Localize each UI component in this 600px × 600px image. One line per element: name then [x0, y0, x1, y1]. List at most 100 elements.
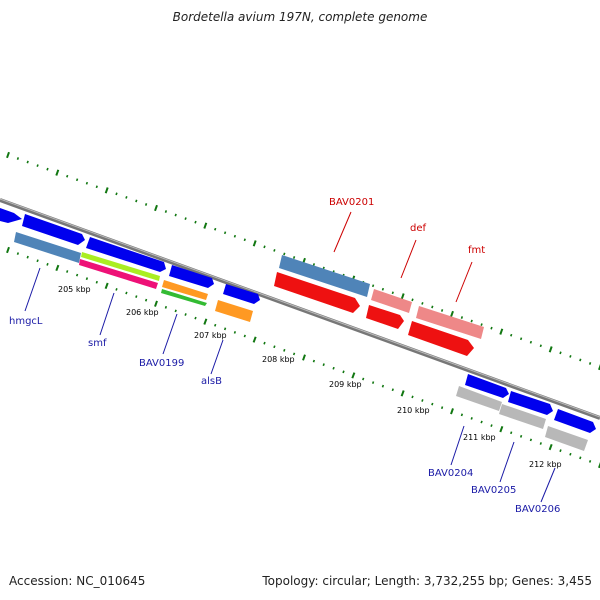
minor-tick [490, 326, 493, 330]
minor-tick [174, 213, 177, 217]
minor-tick [36, 259, 39, 263]
gene-label-bav0199[interactable]: BAV0199 [139, 358, 184, 369]
minor-tick [174, 309, 177, 313]
tick-label-212: 212 kbp [529, 460, 562, 469]
minor-tick [75, 273, 79, 277]
tick-label-207: 207 kbp [194, 331, 227, 340]
major-tick [6, 151, 10, 159]
minor-tick [371, 381, 375, 384]
minor-tick [125, 291, 128, 295]
major-tick [154, 300, 158, 307]
tick-label-205: 205 kbp [58, 285, 91, 294]
minor-tick [470, 319, 473, 323]
minor-tick [510, 333, 513, 337]
minor-tick [460, 316, 464, 319]
gene-feature[interactable] [86, 237, 166, 272]
minor-tick [194, 220, 197, 224]
minor-tick [391, 388, 394, 392]
tick-label-211: 211 kbp [463, 433, 496, 442]
gene-feature[interactable] [274, 272, 360, 313]
minor-tick [233, 331, 237, 334]
gene-feature[interactable] [14, 232, 81, 263]
tick-label-210: 210 kbp [397, 406, 430, 415]
minor-tick [95, 280, 98, 284]
gene-feature[interactable] [371, 289, 412, 313]
minor-tick [214, 227, 217, 231]
minor-tick [421, 302, 424, 305]
gene-feature[interactable] [408, 321, 474, 356]
minor-tick [16, 252, 20, 255]
gene-label-alsb[interactable]: alsB [201, 376, 222, 387]
minor-tick [66, 270, 69, 273]
feature-track [0, 208, 596, 451]
major-tick [598, 462, 600, 469]
minor-tick [559, 449, 562, 453]
gene-feature[interactable] [279, 255, 370, 297]
gene-label-def[interactable]: def [410, 223, 427, 234]
minor-tick [559, 351, 562, 355]
gene-label-bav0206[interactable]: BAV0206 [515, 504, 560, 515]
major-tick [450, 310, 454, 318]
backbone-highlight [0, 198, 600, 418]
gene-feature[interactable] [545, 426, 588, 451]
gene-feature[interactable] [81, 252, 160, 281]
major-tick [203, 318, 208, 325]
major-tick [302, 354, 306, 361]
major-tick [252, 336, 257, 343]
gene-feature[interactable] [0, 208, 22, 223]
inner-dotted-ring [6, 246, 600, 469]
minor-tick [16, 157, 20, 160]
gene-feature[interactable] [169, 265, 214, 288]
gene-feature[interactable] [79, 259, 158, 289]
minor-tick [411, 395, 414, 399]
gene-feature[interactable] [508, 391, 553, 415]
gene-feature[interactable] [416, 306, 484, 339]
gene-label-hmgcl[interactable]: hmgcL [9, 316, 43, 327]
gene-feature[interactable] [162, 280, 208, 300]
minor-tick [381, 384, 385, 388]
minor-tick [243, 334, 246, 338]
minor-tick [194, 316, 197, 320]
gene-label-fmt[interactable]: fmt [468, 245, 485, 256]
gene-label-smf[interactable]: smf [88, 338, 107, 349]
minor-tick [579, 358, 582, 362]
gene-feature[interactable] [223, 284, 260, 304]
gene-feature[interactable] [215, 300, 253, 322]
tick-label-208: 208 kbp [262, 355, 295, 364]
minor-tick [233, 234, 237, 238]
genome-summary-text: Topology: circular; Length: 3,732,255 bp… [262, 574, 592, 588]
gene-feature[interactable] [499, 404, 546, 429]
gene-feature[interactable] [161, 289, 207, 306]
minor-tick [36, 164, 39, 167]
minor-tick [283, 348, 286, 352]
minor-tick [569, 452, 572, 456]
minor-tick [223, 231, 227, 235]
minor-tick [75, 178, 79, 182]
minor-tick [66, 174, 69, 178]
minor-tick [539, 442, 542, 445]
minor-tick [263, 245, 266, 249]
major-tick [499, 328, 504, 335]
gene-label-bav0201[interactable]: BAV0201 [329, 197, 374, 208]
label-leaders [24, 211, 556, 503]
gene-label-bav0205[interactable]: BAV0205 [471, 485, 516, 496]
gene-feature[interactable] [22, 214, 85, 245]
gene-feature[interactable] [366, 305, 404, 329]
minor-tick [184, 217, 187, 220]
gene-feature[interactable] [554, 409, 596, 433]
minor-tick [125, 196, 128, 199]
major-tick [203, 222, 208, 229]
minor-tick [283, 252, 286, 256]
tick-label-209: 209 kbp [329, 380, 362, 389]
gene-feature[interactable] [456, 386, 502, 411]
minor-tick [85, 277, 89, 281]
minor-tick [292, 256, 296, 259]
minor-tick [144, 298, 148, 302]
gene-feature[interactable] [465, 374, 509, 398]
major-tick [548, 346, 553, 353]
minor-tick [588, 460, 592, 463]
minor-tick [85, 181, 89, 185]
gene-label-bav0204[interactable]: BAV0204 [428, 468, 473, 479]
